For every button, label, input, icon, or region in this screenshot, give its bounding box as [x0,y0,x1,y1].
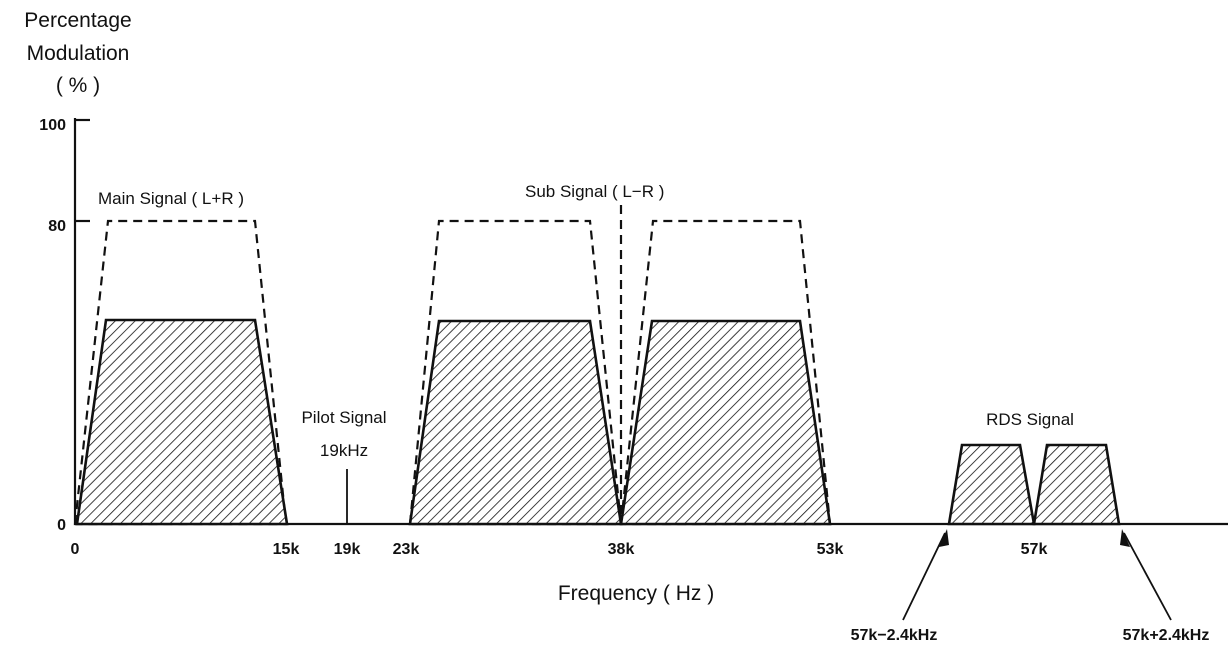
rds-upper-edge-label: 57k+2.4kHz [1123,627,1210,644]
rds-lower-arrowhead [939,529,949,547]
pilot-signal-label: Pilot Signal [301,408,386,427]
y-tick-0: 0 [57,517,66,534]
y-tick-100: 100 [39,117,66,134]
y-axis-title-line-3: ( % ) [56,74,100,97]
sub-signal-upper-band [619,319,832,526]
y-axis-title-line-1: Percentage [24,9,131,32]
rds-lower-edge-label: 57k−2.4kHz [851,627,938,644]
rds-upper-arrow [1123,532,1172,621]
x-tick-15k: 15k [273,541,300,558]
x-tick-53k: 53k [817,541,844,558]
x-tick-0: 0 [71,541,80,558]
main-signal-label: Main Signal ( L+R ) [98,189,244,208]
y-tick-80: 80 [48,218,66,235]
pilot-frequency-label: 19kHz [320,441,368,460]
sub-signal-lower-band [408,319,623,526]
rds-lower-band [947,443,1036,526]
y-axis-title-line-2: Modulation [27,42,130,65]
x-tick-57k: 57k [1021,541,1048,558]
rds-lower-arrow [902,532,946,621]
x-axis-title: Frequency ( Hz ) [558,582,714,605]
main-signal-band [75,318,289,526]
x-tick-19k: 19k [334,541,361,558]
x-tick-38k: 38k [608,541,635,558]
sub-signal-label: Sub Signal ( L−R ) [525,182,664,201]
rds-signal-label: RDS Signal [986,410,1074,429]
x-tick-23k: 23k [393,541,420,558]
rds-upper-band [1032,443,1121,526]
rds-upper-arrowhead [1120,529,1130,547]
